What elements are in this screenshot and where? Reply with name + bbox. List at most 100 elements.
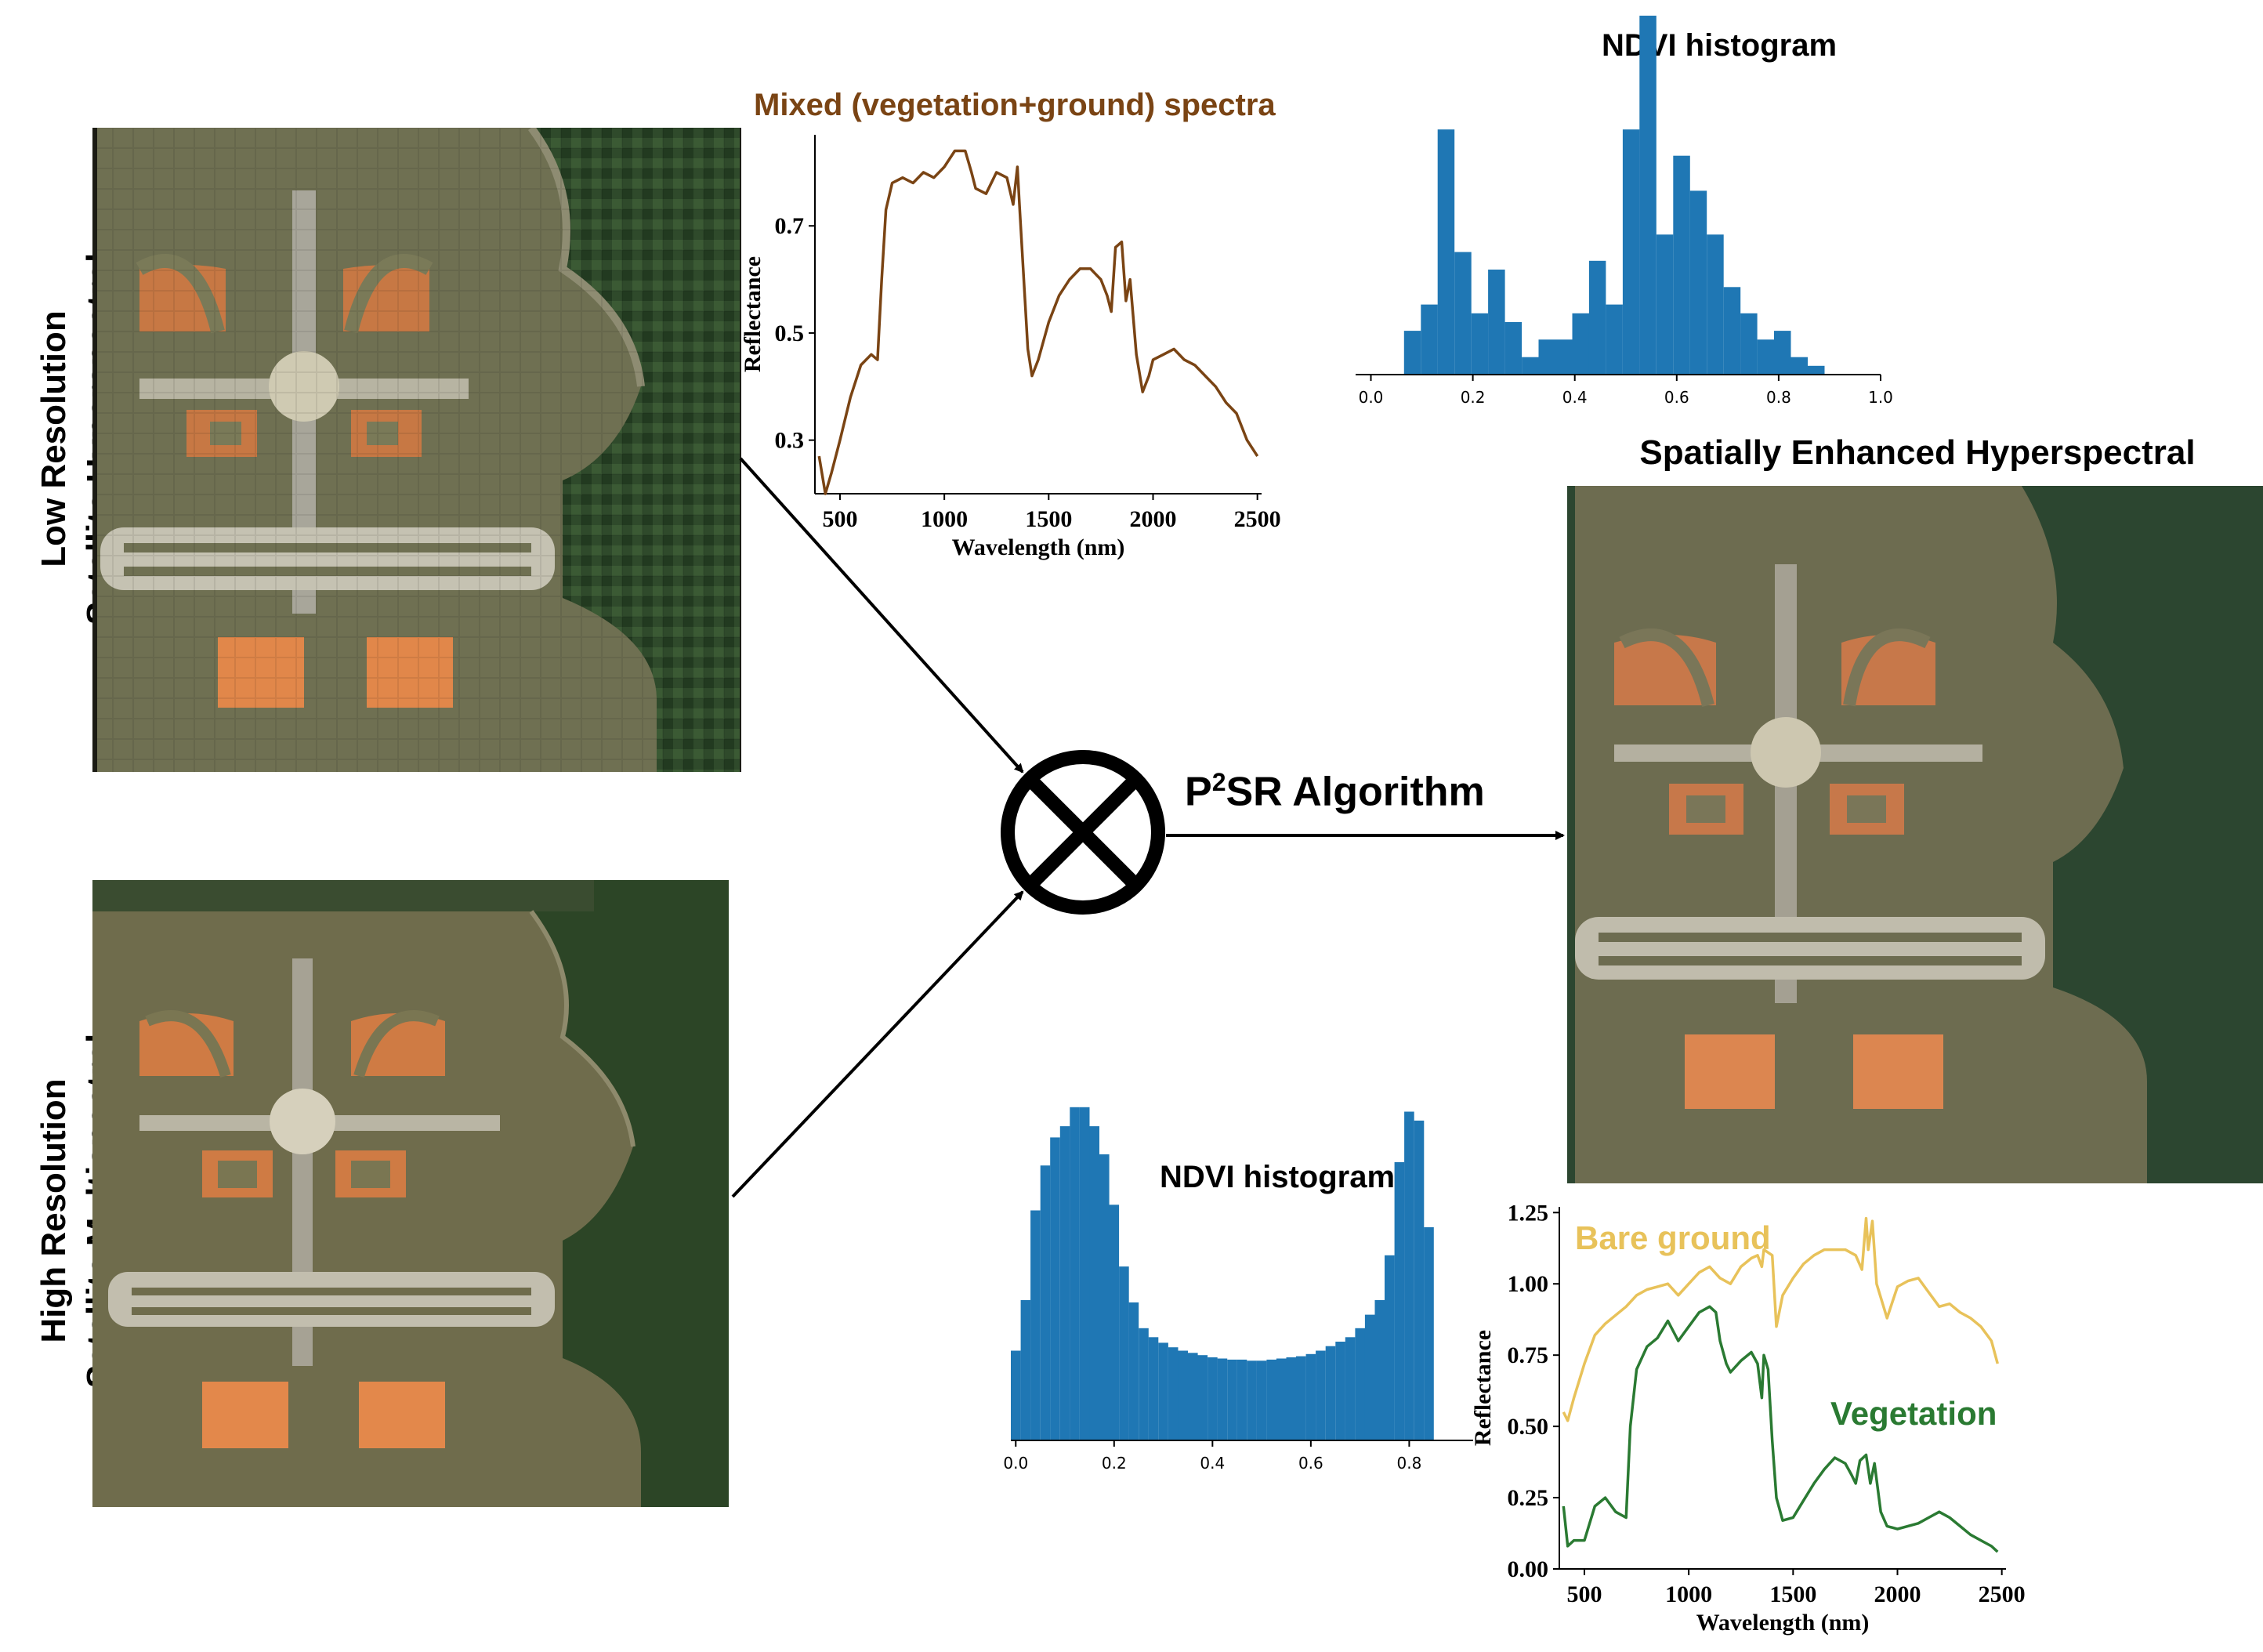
ndvi-histogram-bottom-chart: 0.0 0.2 0.4 0.6 0.8 — [1003, 1107, 1473, 1473]
histogram-bar — [1070, 1107, 1080, 1440]
endmember-spectra-chart: 500 1000 1500 2000 2500 0.00 0.25 0.50 0.75 1.00 1… — [1473, 1200, 2026, 1636]
histogram-bar — [1454, 252, 1472, 375]
x-tick-label: 1000 — [1665, 1581, 1712, 1607]
histogram-bar — [1522, 357, 1539, 375]
x-tick-label: 2500 — [1234, 506, 1281, 532]
x-tick-label: 0.4 — [1562, 388, 1588, 407]
histogram-bar — [1757, 339, 1775, 375]
enhanced-image-drawing — [1567, 486, 2263, 1183]
x-tick-label: 500 — [1566, 1581, 1602, 1607]
x-tick-label: 2000 — [1874, 1581, 1921, 1607]
histogram-bar — [1345, 1337, 1356, 1440]
enhanced-hyperspectral-image — [1567, 486, 2263, 1183]
series-line-0 — [1562, 1216, 1999, 1422]
algorithm-label-prefix: P — [1185, 769, 1212, 815]
histogram-bar — [1689, 190, 1707, 375]
x-tick-label: 2500 — [1979, 1581, 2026, 1607]
histogram-bar — [1208, 1357, 1218, 1440]
histogram-bar — [1020, 1300, 1031, 1440]
histogram-bar — [1606, 304, 1623, 375]
histogram-bar — [1128, 1302, 1139, 1440]
histogram-bar — [1404, 1111, 1414, 1440]
histogram-bar — [1421, 304, 1438, 375]
histogram-bar — [1178, 1350, 1188, 1440]
histogram-bar — [1197, 1355, 1208, 1440]
x-tick-label: 0.0 — [1003, 1454, 1028, 1473]
arrow-low-res-to-operator — [739, 457, 1024, 773]
x-tick-label: 1.0 — [1868, 388, 1893, 407]
histogram-bar — [1374, 1300, 1385, 1440]
y-tick-label: 1.00 — [1508, 1271, 1549, 1297]
histogram-bar — [1188, 1353, 1198, 1440]
x-tick-label: 0.8 — [1396, 1454, 1421, 1473]
y-tick-label: 0.3 — [775, 428, 805, 454]
y-axis-label: Reflectance — [1473, 1330, 1496, 1446]
histogram-bar — [1148, 1337, 1159, 1440]
histogram-bar — [1030, 1210, 1041, 1440]
histogram-bar — [1168, 1347, 1179, 1440]
y-tick-label: 0.75 — [1508, 1342, 1549, 1368]
high-res-multispectral-image — [92, 880, 729, 1507]
histogram-bar — [1237, 1359, 1247, 1440]
y-tick-label: 0.00 — [1508, 1556, 1549, 1582]
histogram-bar — [1707, 234, 1724, 375]
histogram-bar — [1305, 1353, 1316, 1440]
histogram-bar — [1740, 313, 1758, 375]
histogram-bar — [1588, 260, 1606, 375]
histogram-bar — [1011, 1350, 1021, 1440]
histogram-bar — [1325, 1346, 1336, 1440]
vegetation-legend: Vegetation — [1830, 1395, 1997, 1432]
y-tick-label: 0.5 — [775, 321, 805, 346]
histogram-bar — [1394, 1161, 1405, 1440]
x-tick-label: 0.6 — [1664, 388, 1689, 407]
enhanced-title: Spatially Enhanced Hyperspectral — [1639, 433, 2196, 472]
x-tick-label: 0.4 — [1200, 1454, 1225, 1473]
histogram-bar — [1050, 1137, 1060, 1440]
histogram-bar — [1437, 129, 1455, 375]
histogram-bar — [1316, 1350, 1326, 1440]
histogram-bar — [1266, 1359, 1276, 1440]
y-axis-label: Reflectance — [740, 256, 766, 372]
series-line-1 — [1562, 1305, 1999, 1553]
histogram-bar — [1673, 155, 1690, 375]
series-line-0 — [817, 149, 1259, 495]
histogram-bar — [1355, 1328, 1365, 1440]
histogram-bar — [1385, 1255, 1395, 1440]
histogram-bar — [1774, 331, 1791, 375]
histogram-bar — [1247, 1360, 1257, 1440]
x-tick-label: 2000 — [1129, 506, 1176, 532]
histogram-bar — [1555, 339, 1573, 375]
x-tick-label: 1000 — [921, 506, 968, 532]
histogram-bar — [1504, 322, 1523, 375]
histogram-bar — [1471, 313, 1489, 375]
histogram-bar — [1538, 339, 1555, 375]
histogram-bar — [1296, 1356, 1306, 1440]
histogram-bar — [1119, 1266, 1129, 1440]
histogram-bar — [1286, 1357, 1297, 1440]
histogram-bar — [1158, 1342, 1168, 1440]
x-tick-label: 1500 — [1025, 506, 1072, 532]
histogram-bar — [1040, 1165, 1051, 1440]
histogram-bar — [1335, 1342, 1345, 1440]
ndvi-histogram-bottom-title: NDVI histogram — [1160, 1160, 1396, 1194]
mixed-spectra-title: Mixed (vegetation+ground) spectra — [754, 88, 1276, 122]
histogram-bar — [1622, 129, 1640, 375]
y-tick-label: 0.25 — [1508, 1485, 1549, 1511]
mixed-spectra-chart: 500 1000 1500 2000 2500 0.3 0.5 0.7 Wavelength (… — [740, 135, 1281, 560]
histogram-bar — [1364, 1314, 1375, 1440]
histogram-bar — [1790, 357, 1808, 375]
y-tick-label: 1.25 — [1508, 1200, 1549, 1226]
x-tick-label: 0.6 — [1298, 1454, 1323, 1473]
histogram-bar — [1099, 1154, 1110, 1440]
histogram-bar — [1227, 1359, 1237, 1440]
histogram-bar — [1414, 1120, 1425, 1440]
histogram-bar — [1217, 1358, 1228, 1440]
arrow-high-res-to-operator — [731, 890, 1024, 1198]
histogram-bar — [1656, 234, 1674, 375]
histogram-bar — [1723, 287, 1741, 375]
histogram-bar — [1256, 1360, 1267, 1440]
y-tick-label: 0.7 — [775, 213, 805, 239]
bare-ground-legend: Bare ground — [1575, 1219, 1771, 1256]
high-res-image-drawing — [92, 880, 729, 1507]
algorithm-label: P2SR Algorithm — [1185, 768, 1485, 815]
